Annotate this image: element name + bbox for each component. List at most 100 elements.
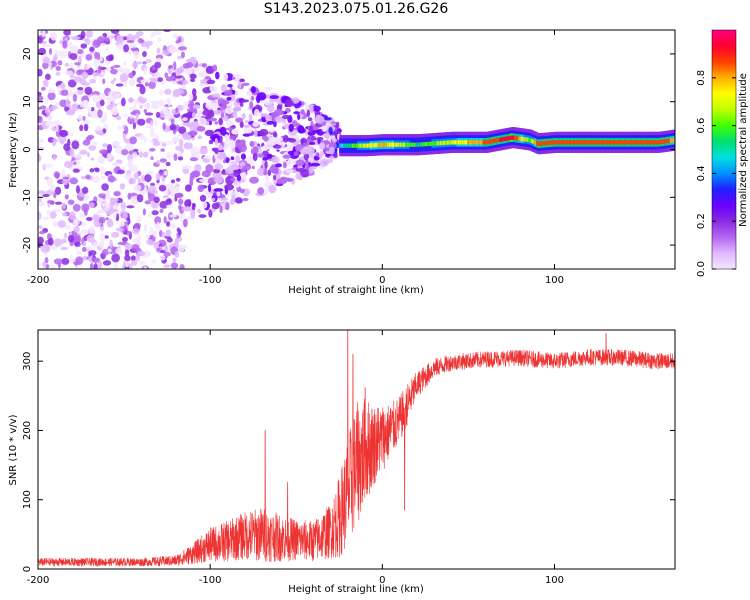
heatmap-cell (93, 263, 98, 269)
heatmap-cell (144, 174, 152, 183)
heatmap-cell (44, 107, 52, 115)
heatmap-cell (232, 76, 236, 80)
heatmap-cell (287, 138, 297, 143)
heatmap-cell (132, 227, 140, 235)
heatmap-cell (166, 237, 173, 243)
heatmap-cell (273, 109, 284, 116)
heatmap-cell (196, 125, 206, 132)
heatmap-cell (84, 64, 90, 70)
heatmap-cell (159, 208, 164, 214)
heatmap-cell (175, 67, 182, 76)
heatmap-cell (69, 52, 78, 61)
heatmap-cell (156, 221, 160, 230)
heatmap-cell (52, 120, 62, 126)
heatmap-cell (139, 260, 146, 266)
heatmap-cell (120, 201, 126, 211)
heatmap-cell (115, 83, 124, 87)
heatmap-cell (297, 125, 305, 134)
heatmap-cell (209, 85, 218, 93)
heatmap-cell (204, 79, 209, 85)
heatmap-cell (127, 158, 134, 166)
heatmap-cell (97, 65, 102, 74)
heatmap-cell (143, 266, 148, 269)
heatmap-cell (240, 99, 250, 103)
heatmap-cell (212, 133, 220, 143)
heatmap-cell (107, 175, 116, 183)
heatmap-cell (159, 200, 168, 209)
heatmap-cell (81, 203, 90, 213)
heatmap-cell (98, 92, 106, 102)
heatmap-cell (38, 111, 41, 117)
heatmap-cell (65, 110, 75, 116)
heatmap-cell (199, 146, 208, 155)
heatmap-cell (310, 120, 314, 127)
heatmap-cell (110, 30, 120, 34)
heatmap-cell (163, 251, 171, 257)
heatmap-cell (98, 208, 104, 213)
heatmap-cell (250, 86, 257, 94)
heatmap-cell (106, 67, 111, 72)
heatmap-cell (96, 130, 104, 136)
heatmap-cell (256, 92, 267, 101)
heatmap-cell (79, 229, 89, 235)
heatmap-cell (67, 87, 73, 97)
heatmap-cell (305, 166, 310, 171)
heatmap-cell (82, 241, 87, 247)
heatmap-cell (49, 211, 57, 219)
heatmap-cell (210, 102, 220, 110)
heatmap-cell (94, 51, 98, 60)
heatmap-cell (158, 101, 166, 107)
heatmap-cell (288, 123, 294, 133)
heatmap-cell (173, 75, 183, 79)
heatmap-cell (162, 49, 170, 56)
heatmap-cell (148, 212, 152, 218)
heatmap-cell (109, 197, 115, 203)
heatmap-cell (182, 206, 192, 212)
heatmap-cell (211, 147, 217, 152)
heatmap-cell (136, 61, 143, 65)
heatmap-cell (116, 45, 122, 51)
heatmap-cell (110, 68, 118, 75)
heatmap-cell (38, 236, 44, 245)
heatmap-cell (60, 89, 69, 96)
heatmap-cell (38, 47, 46, 56)
heatmap-cell (188, 130, 198, 137)
heatmap-cell (232, 73, 242, 83)
heatmap-cell (235, 155, 241, 164)
heatmap-cell (159, 158, 167, 163)
heatmap-cell (266, 142, 276, 150)
heatmap-cell (274, 168, 279, 175)
heatmap-cell (208, 120, 212, 126)
heatmap-cell (159, 255, 166, 261)
heatmap-cell (38, 138, 43, 143)
heatmap-cell (170, 179, 176, 184)
heatmap-cell (218, 117, 224, 126)
heatmap-cell (113, 77, 117, 82)
heatmap-cell (92, 214, 100, 222)
heatmap-cell (41, 30, 46, 37)
heatmap-cell (163, 113, 172, 120)
heatmap-cell (113, 92, 121, 98)
heatmap-cell (302, 142, 308, 148)
heatmap-cell (42, 216, 50, 220)
heatmap-cell (113, 64, 121, 68)
heatmap-cell (253, 109, 260, 118)
heatmap-cell (229, 177, 236, 182)
heatmap-cell (73, 225, 80, 234)
heatmap-cell (304, 101, 309, 108)
heatmap-cell (89, 46, 95, 53)
heatmap-cell (133, 222, 141, 229)
heatmap-cell (82, 99, 89, 107)
heatmap-cell (124, 242, 133, 249)
heatmap-cell (61, 257, 70, 265)
heatmap-cell (311, 105, 321, 112)
heatmap-cell (213, 188, 224, 192)
heatmap-cell (121, 149, 129, 156)
heatmap-cell (243, 124, 251, 128)
heatmap-cell (65, 98, 70, 108)
heatmap-cell (110, 80, 115, 84)
heatmap-cell (163, 30, 172, 33)
heatmap-cell (90, 157, 95, 161)
heatmap-cell (48, 47, 53, 55)
heatmap-cell (164, 141, 173, 145)
